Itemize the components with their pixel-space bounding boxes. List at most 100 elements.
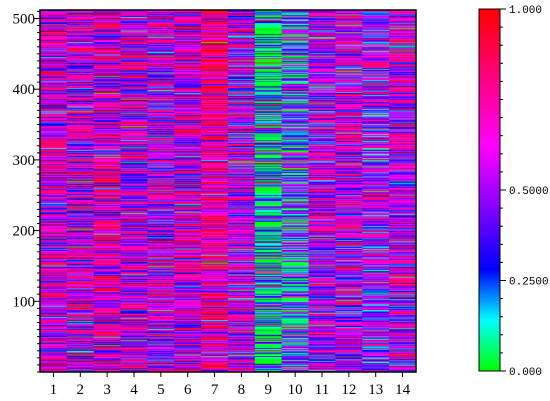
heatmap-cell	[40, 102, 68, 104]
heatmap-cell	[174, 298, 202, 300]
heatmap-cell	[254, 149, 283, 151]
heatmap-cell	[254, 293, 283, 295]
heatmap-cell	[174, 360, 202, 362]
heatmap-cell	[147, 23, 175, 25]
heatmap-cell	[66, 178, 95, 180]
heatmap-cell	[93, 188, 121, 190]
heatmap-cell	[66, 148, 95, 150]
heatmap-cell	[147, 213, 175, 215]
heatmap-cell	[254, 323, 283, 325]
heatmap-cell	[147, 96, 175, 98]
heatmap-cell	[40, 217, 68, 219]
heatmap-cell	[174, 56, 202, 58]
heatmap-cell	[93, 289, 121, 291]
heatmap-cell	[147, 67, 175, 69]
heatmap-cell	[228, 250, 256, 252]
heatmap-cell	[93, 125, 121, 127]
heatmap-cell	[40, 53, 68, 55]
heatmap-cell	[201, 219, 229, 221]
heatmap-cell	[174, 285, 202, 287]
heatmap-cell	[281, 350, 309, 352]
heatmap-cell	[40, 110, 68, 112]
heatmap-cell	[281, 183, 309, 185]
heatmap-cell	[40, 191, 68, 193]
heatmap-cell	[40, 152, 68, 154]
heatmap-cell	[120, 128, 148, 130]
heatmap-cell	[174, 253, 202, 255]
heatmap-cell	[40, 63, 68, 65]
heatmap-cell	[66, 283, 95, 285]
heatmap-cell	[174, 190, 202, 192]
heatmap-cell	[40, 195, 68, 197]
heatmap-cell	[66, 342, 95, 344]
heatmap-cell	[281, 160, 309, 162]
heatmap-cell	[40, 210, 68, 212]
heatmap-cell	[93, 132, 121, 134]
heatmap-cell	[174, 356, 202, 358]
heatmap-cell	[40, 255, 68, 257]
heatmap-cell	[174, 270, 202, 272]
heatmap-cell	[120, 89, 148, 91]
heatmap-cell	[93, 20, 121, 22]
heatmap-cell	[228, 36, 256, 38]
heatmap-cell	[93, 56, 121, 58]
heatmap-cell	[174, 44, 202, 46]
heatmap-cell	[93, 62, 121, 64]
heatmap-cell	[281, 124, 309, 126]
heatmap-cell	[174, 242, 202, 244]
heatmap-cell	[66, 140, 95, 142]
heatmap-cell	[40, 58, 68, 60]
heatmap-cell	[40, 140, 68, 142]
heatmap-cell	[254, 363, 283, 365]
heatmap-cell	[120, 193, 148, 195]
heatmap-cell	[174, 18, 202, 20]
heatmap-cell	[120, 347, 148, 349]
heatmap-cell	[201, 278, 229, 280]
heatmap-cell	[120, 200, 148, 202]
heatmap-cell	[201, 190, 229, 192]
heatmap-cell	[201, 85, 229, 87]
heatmap-cell	[66, 179, 95, 181]
heatmap-cell	[66, 230, 95, 232]
heatmap-cell	[93, 318, 121, 320]
heatmap-cell	[228, 12, 256, 14]
heatmap-cell	[281, 356, 309, 358]
heatmap-cell	[201, 165, 229, 167]
heatmap-cell	[281, 302, 309, 304]
heatmap-cell	[40, 135, 68, 137]
heatmap-cell	[201, 316, 229, 318]
heatmap-cell	[66, 99, 95, 101]
heatmap-cell	[254, 32, 283, 34]
heatmap-cell	[281, 223, 309, 225]
heatmap-cell	[40, 232, 68, 234]
heatmap-cell	[66, 167, 95, 169]
heatmap-cell	[281, 186, 309, 188]
heatmap-cell	[201, 159, 229, 161]
heatmap-cell	[174, 160, 202, 162]
heatmap-cell	[281, 165, 309, 167]
heatmap-cell	[174, 75, 202, 77]
heatmap-cell	[201, 304, 229, 306]
heatmap-cell	[147, 178, 175, 180]
heatmap-cell	[93, 226, 121, 228]
heatmap-cell	[40, 316, 68, 318]
heatmap-cell	[201, 110, 229, 112]
heatmap-cell	[228, 79, 256, 81]
heatmap-cell	[66, 131, 95, 133]
heatmap-cell	[254, 75, 283, 77]
heatmap-cell	[254, 142, 283, 144]
heatmap-cell	[66, 367, 95, 369]
heatmap-cell	[40, 101, 68, 103]
heatmap-cell	[281, 230, 309, 232]
heatmap-cell	[66, 344, 95, 346]
heatmap-cell	[120, 84, 148, 86]
heatmap-cell	[147, 64, 175, 66]
heatmap-cell	[174, 14, 202, 16]
heatmap-cell	[254, 14, 283, 16]
heatmap-cell	[147, 69, 175, 71]
heatmap-cell	[40, 238, 68, 240]
heatmap-cell	[120, 96, 148, 98]
heatmap-cell	[66, 276, 95, 278]
heatmap-cell	[254, 58, 283, 60]
heatmap-cell	[66, 41, 95, 43]
